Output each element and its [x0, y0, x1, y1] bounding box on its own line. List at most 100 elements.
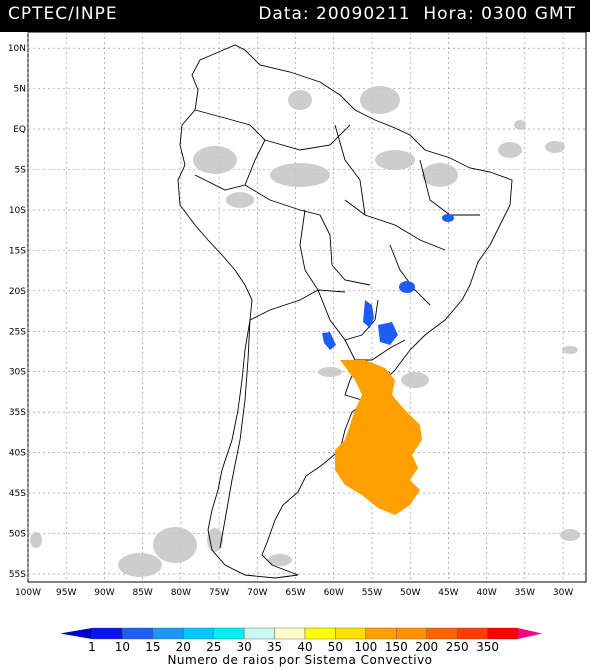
- lon-tick-label: 55W: [362, 588, 382, 598]
- cloud-patch: [360, 86, 400, 114]
- lon-tick-label: 35W: [515, 588, 535, 598]
- legend-left-arrow: [60, 628, 92, 639]
- legend-color-box: [456, 627, 488, 640]
- legend-color-box: [426, 627, 458, 640]
- legend-color-box: [152, 627, 184, 640]
- country-borders: [177, 44, 513, 579]
- lat-lon-grid: [27, 32, 586, 582]
- convective-system-mato-grosso-sul: [363, 300, 374, 328]
- lat-tick-label: 50S: [9, 529, 26, 539]
- legend-value-label: 30: [237, 640, 252, 653]
- lat-tick-label: 20S: [9, 287, 26, 297]
- legend-color-box: [213, 627, 245, 640]
- cloud-patch: [498, 142, 522, 158]
- lat-tick-label: 5N: [14, 85, 26, 95]
- lon-tick-label: 100W: [15, 588, 41, 598]
- datetime-label: Data: 20090211 Hora: 0300 GMT: [258, 4, 576, 24]
- cloud-patch: [193, 146, 237, 174]
- legend-right-arrow: [518, 628, 542, 639]
- legend-labels: 1 10 15 20 25 30 35 40 50 100 150 200 250 350: [88, 640, 499, 653]
- lon-tick-label: 95W: [56, 588, 76, 598]
- lat-tick-label: 25S: [9, 327, 26, 337]
- cloud-patch: [30, 532, 42, 548]
- legend-color-box: [122, 627, 154, 640]
- lat-tick-label: 10N: [8, 44, 26, 54]
- lon-tick-label: 60W: [324, 588, 344, 598]
- legend-value-label: 15: [145, 640, 160, 653]
- lon-tick-label: 40W: [476, 588, 496, 598]
- legend-value-label: 20: [176, 640, 191, 653]
- lon-tick-label: 85W: [132, 588, 152, 598]
- lon-tick-label: 75W: [209, 588, 229, 598]
- legend-color-box: [91, 627, 123, 640]
- border-state-4: [334, 124, 366, 216]
- legend-color-bar: [60, 627, 542, 640]
- legend-color-box: [396, 627, 427, 640]
- legend-value-label: 1: [88, 640, 96, 653]
- border-colombia: [194, 109, 266, 191]
- map-header: CPTEC/INPE Data: 20090211 Hora: 0300 GMT: [0, 0, 590, 32]
- lightning-map: 10N 5N EQ 5S 10S 15S 20S 25S 30S 35S 40S 45S 50S 55S 1…: [8, 31, 587, 598]
- lon-tick-label: 50W: [400, 588, 420, 598]
- axis-ticks: 10N 5N EQ 5S 10S 15S 20S 25S 30S 35S 40S 45S 50S 55S 1…: [8, 44, 574, 598]
- convective-systems: [322, 214, 454, 515]
- lon-tick-label: 65W: [285, 588, 305, 598]
- lat-tick-label: 35S: [9, 408, 26, 418]
- convective-system-south-atlantic: [335, 360, 422, 515]
- legend-value-label: 100: [354, 640, 377, 653]
- convective-system-paraguay: [322, 332, 336, 350]
- lat-tick-label: 55S: [9, 570, 26, 580]
- legend-title: Numero de raios por Sistema Convectivo: [167, 653, 433, 667]
- lon-tick-label: 80W: [171, 588, 191, 598]
- border-bolivia: [299, 209, 346, 293]
- color-legend: 1 10 15 20 25 30 35 40 50 100 150 200 250 350: [60, 627, 542, 653]
- border-venezuela: [264, 124, 351, 151]
- lat-tick-label: 15S: [9, 246, 26, 256]
- cloud-patch: [288, 90, 312, 110]
- lat-tick-label: 30S: [9, 368, 26, 378]
- lon-tick-label: 70W: [247, 588, 267, 598]
- cloud-patch: [118, 553, 162, 577]
- convective-system-minas: [399, 281, 415, 293]
- coastline: [177, 44, 513, 579]
- legend-value-label: 50: [328, 640, 343, 653]
- legend-value-label: 35: [267, 640, 282, 653]
- lat-tick-label: 40S: [9, 449, 26, 459]
- border-state-3: [419, 159, 480, 216]
- legend-color-box: [304, 627, 336, 640]
- cloud-patch: [562, 346, 578, 354]
- lon-tick-label: 45W: [438, 588, 458, 598]
- cloud-patch: [514, 120, 526, 130]
- legend-value-label: 250: [446, 640, 469, 653]
- border-brazil-west: [244, 184, 371, 286]
- legend-color-box: [335, 627, 367, 640]
- cloud-cover: [30, 86, 580, 577]
- convective-system-parana: [378, 322, 398, 345]
- cloud-patch: [226, 192, 254, 208]
- cloud-patch: [422, 163, 458, 187]
- cloud-patch: [560, 529, 580, 541]
- legend-color-box: [243, 627, 275, 640]
- lat-tick-label: 45S: [9, 489, 26, 499]
- source-label: CPTEC/INPE: [8, 4, 118, 24]
- legend-color-box: [183, 627, 214, 640]
- cloud-patch: [153, 527, 197, 563]
- legend-value-label: 350: [476, 640, 499, 653]
- legend-value-label: 25: [206, 640, 221, 653]
- cloud-patch: [545, 141, 565, 153]
- legend-color-box: [487, 627, 519, 640]
- legend-value-label: 200: [415, 640, 438, 653]
- border-state-1: [344, 199, 446, 251]
- lat-tick-label: EQ: [13, 125, 26, 135]
- border-state-2: [389, 244, 431, 306]
- legend-value-label: 10: [115, 640, 130, 653]
- lat-tick-label: 5S: [15, 166, 27, 176]
- cloud-patch: [375, 150, 415, 170]
- legend-color-box: [365, 627, 397, 640]
- cloud-patch: [401, 372, 429, 388]
- cloud-patch: [268, 554, 292, 566]
- legend-value-label: 150: [385, 640, 408, 653]
- lat-tick-label: 10S: [9, 206, 26, 216]
- legend-value-label: 40: [297, 640, 312, 653]
- cloud-patch: [207, 528, 223, 552]
